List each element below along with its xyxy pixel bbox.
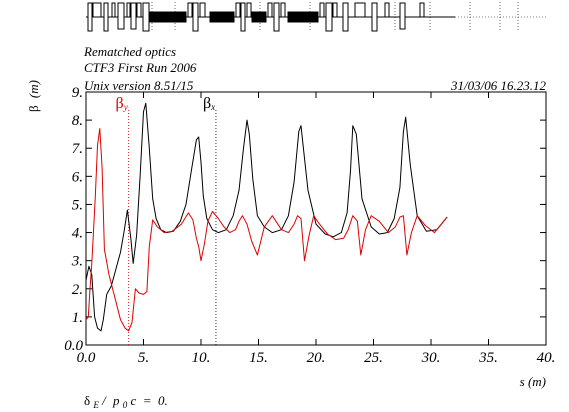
y-tick-label: 0.0 [64,338,83,354]
lattice-magnet [92,2,102,18]
legend-markers: βy βx [116,95,217,345]
lattice-magnet [87,2,93,32]
beta-y-line [85,128,448,332]
y-tick-label: 1. [72,310,83,326]
data-series [85,102,448,332]
footer-sub-e: E [92,400,99,410]
lattice-magnet [111,2,116,18]
lattice-magnet [371,2,378,32]
header-title: Rematched optics [83,44,176,59]
y-tick-label: 7. [72,141,83,157]
y-tick-label: 3. [71,254,83,270]
x-tick-label: 20. [307,350,326,366]
lattice-magnet [246,2,252,18]
y-axis-symbol: β [26,105,41,112]
lattice-magnet [319,2,325,18]
x-tick-label: 25. [364,350,383,366]
lattice-block [287,11,319,23]
footer-formula: δ E / p 0 c = 0. [84,393,168,411]
footer-p: p [112,393,120,408]
lattice-magnet [126,2,131,18]
lattice-magnet [384,2,390,18]
legend-subscript: y [123,102,128,112]
y-tick-label: 8. [72,113,83,129]
x-tick-label: 10. [192,350,211,366]
lattice-magnet [192,2,199,32]
lattice-magnet [332,2,338,18]
lattice-magnet [325,2,333,32]
x-axis-label: s (m) [520,374,546,389]
y-tick-label: 9. [72,85,83,101]
y-tick-label: 2. [72,282,83,298]
lattice-magnet [280,2,286,18]
lattice-block [209,11,235,23]
beta-x-line [85,102,448,332]
y-tick-label: 5. [72,197,83,213]
header-timestamp: 31/03/06 16.23.12 [450,78,546,93]
lattice-magnet [136,2,142,18]
lattice-magnet [273,2,280,32]
lattice-magnet [419,2,425,18]
y-axis-unit: (m) [26,80,41,98]
footer-rest: c = 0. [131,393,168,408]
lattice-magnet [130,2,137,30]
x-tick-label: 15. [249,350,268,366]
lattice-magnet [399,2,406,30]
legend-symbol: β [203,95,211,112]
legend-symbol: β [116,95,124,112]
lattice-magnet [267,2,273,18]
legend-label: βx [203,95,215,112]
lattice-block [149,11,187,23]
lattice-magnet [103,2,109,32]
lattice-magnet [142,2,150,32]
lattice-magnet [342,2,349,32]
lattice-magnet [240,2,246,32]
x-tick-label: 0.0 [77,350,96,366]
x-tick-label: 30. [421,350,441,366]
header-version: Unix version 8.51/15 [84,78,194,93]
footer-delta: δ [84,393,90,408]
y-axis-label: β (m) [26,80,41,112]
lattice-diagram [86,2,548,32]
lattice-magnet [187,2,193,18]
x-tick-label: 35. [478,350,498,366]
header-subtitle: CTF3 First Run 2006 [84,60,197,75]
x-tick-label: 5. [138,350,149,366]
footer-slash: / [101,393,107,408]
lattice-block [251,11,267,23]
footer-sub-0: 0 [123,400,128,410]
lattice-magnet [235,2,241,18]
legend-subscript: x [210,102,215,112]
y-tick-label: 4. [72,226,83,242]
lattice-magnet [199,2,206,18]
lattice-magnet [354,2,366,18]
lattice-magnet [117,2,125,30]
legend-label: βy [116,95,128,112]
x-tick-label: 40. [537,350,556,366]
axis-tick-labels: 0.0 5. 10. 15. 20. 25. 30. 35. 40. 0.0 1. 2. 3. 4. 5. 6… [64,85,555,366]
y-tick-label: 6. [72,169,83,185]
axis-ticks [85,91,547,346]
